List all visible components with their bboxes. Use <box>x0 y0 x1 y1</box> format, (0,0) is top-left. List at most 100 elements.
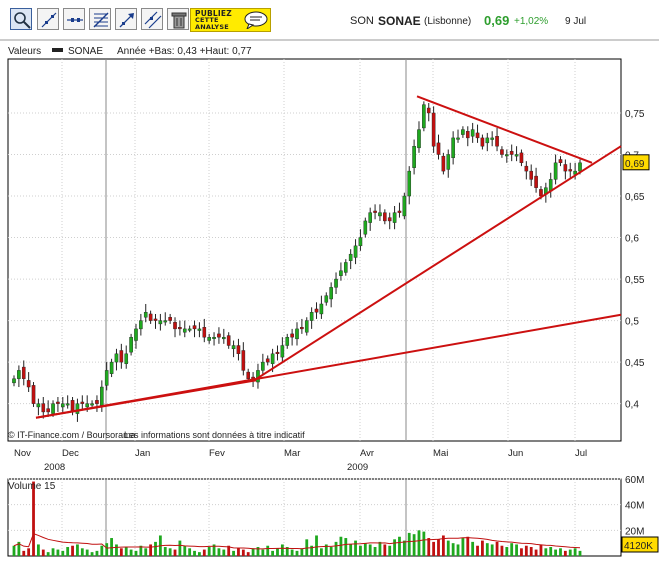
candle-body <box>95 400 99 404</box>
volume-bar <box>407 532 411 556</box>
trend-arrow-button[interactable] <box>115 8 137 30</box>
volume-bar <box>398 536 401 556</box>
candle-body <box>348 253 353 261</box>
range-label: Année +Bas: 0,43 +Haut: 0,77 <box>117 46 252 57</box>
volume-bar <box>373 547 377 556</box>
zoom-tool-button[interactable] <box>10 8 32 30</box>
fibonacci-icon <box>93 12 109 28</box>
candle-body <box>134 328 138 341</box>
publish-label-line2: CETTE <box>195 16 219 24</box>
volume-bar <box>188 548 192 556</box>
volume-bar <box>446 540 450 556</box>
candle-body <box>578 162 582 172</box>
volume-bar <box>515 544 518 556</box>
volume-bar <box>207 547 211 556</box>
candle-body <box>539 189 543 197</box>
volume-bar <box>524 545 528 556</box>
candle-body <box>436 142 441 155</box>
volume-bar <box>61 550 65 556</box>
volume-bar <box>559 548 562 556</box>
volume-bar <box>36 544 40 556</box>
parallel-lines-icon <box>144 11 162 29</box>
parallel-lines-button[interactable] <box>141 8 163 30</box>
volume-bar <box>427 538 431 556</box>
candle-body <box>163 320 168 323</box>
volume-bar <box>251 548 255 556</box>
volume-bar <box>485 543 489 556</box>
publish-label-line3: ANALYSE <box>195 23 229 31</box>
candle-body <box>90 403 94 406</box>
candle-body <box>378 212 382 217</box>
volume-bar <box>344 538 348 556</box>
candle-body <box>456 137 460 140</box>
volume-bar <box>471 541 475 556</box>
volume-bar <box>490 544 494 556</box>
volume-bar <box>51 548 55 556</box>
volume-bar <box>17 541 21 556</box>
candle-body <box>465 131 470 139</box>
candle-body <box>446 154 451 170</box>
quote-date: 9 Jul <box>565 16 587 27</box>
volume-bar <box>285 547 289 556</box>
volume-bar <box>168 548 172 556</box>
volume-bar <box>388 545 392 556</box>
volume-y-tick-label: 60M <box>625 475 644 486</box>
horizontal-line-button[interactable] <box>63 8 85 30</box>
candle-body <box>241 350 246 371</box>
quote-name: SONAE <box>378 14 421 28</box>
candle-body <box>485 137 490 144</box>
fibonacci-button[interactable] <box>89 8 111 30</box>
volume-bar <box>232 550 235 556</box>
candle-body <box>80 401 85 404</box>
candle-body <box>217 333 221 338</box>
candle-body <box>451 137 455 159</box>
candle-body <box>104 370 109 386</box>
candle-body <box>324 295 329 303</box>
volume-bar <box>119 548 123 556</box>
draw-line-button[interactable] <box>37 8 59 30</box>
volume-bar <box>534 549 538 556</box>
candle-body <box>100 386 104 406</box>
candle-body <box>212 336 216 339</box>
year-label: 2009 <box>347 462 368 473</box>
candle-body <box>304 320 309 333</box>
volume-bar <box>163 547 167 556</box>
volume-bar <box>178 540 182 556</box>
candle-body <box>295 328 299 340</box>
volume-bar <box>368 544 372 556</box>
volume-bar <box>71 545 74 556</box>
candle-body <box>17 370 21 379</box>
candle-body <box>139 320 143 330</box>
quote-market: (Lisbonne) <box>424 16 472 27</box>
volume-bar <box>12 545 16 556</box>
candle-body <box>563 164 568 172</box>
candle-body <box>275 351 280 355</box>
volume-bar <box>578 550 582 556</box>
candle-body <box>261 361 265 371</box>
publish-analysis-button[interactable]: PUBLIEZ CETTE ANALYSE <box>190 8 271 32</box>
volume-bar <box>41 549 45 556</box>
candle-body <box>178 327 182 330</box>
volume-bar <box>363 543 367 556</box>
candle-body <box>119 350 124 363</box>
candle-body <box>280 345 285 358</box>
candle-body <box>285 336 290 346</box>
volume-bar <box>46 552 50 556</box>
candle-body <box>197 328 202 331</box>
delete-button[interactable] <box>167 8 189 30</box>
candle-body <box>417 129 421 149</box>
candle-body <box>534 175 538 188</box>
volume-bar <box>554 549 558 556</box>
support-trendline-start <box>35 379 257 419</box>
month-label: Dec <box>62 448 79 459</box>
volume-bar <box>417 530 421 556</box>
month-label: Mai <box>433 448 448 459</box>
candle-body <box>153 318 158 321</box>
candle-body <box>231 345 236 350</box>
toolbar: PUBLIEZ CETTE ANALYSE <box>0 0 659 38</box>
volume-bar <box>217 548 221 556</box>
candle-body <box>495 136 499 147</box>
publish-label-line1: PUBLIEZ <box>195 9 232 18</box>
price-y-tick-label: 0,6 <box>625 234 639 245</box>
